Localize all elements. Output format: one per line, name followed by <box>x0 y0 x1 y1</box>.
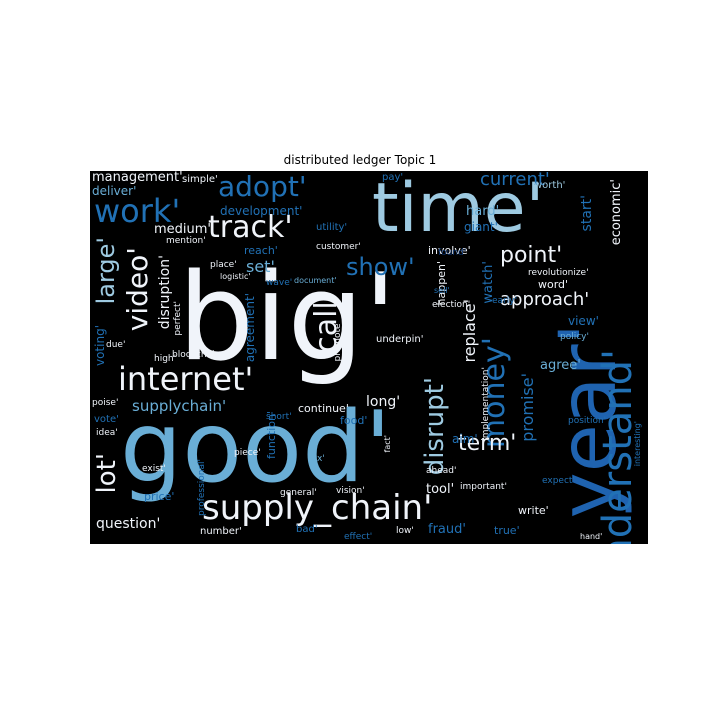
word-bad: bad' <box>296 524 318 535</box>
word-replace: replace' <box>460 299 479 363</box>
word-write: write' <box>518 504 549 517</box>
word-supply-chain: supply_chain' <box>202 488 433 528</box>
word-blockchainpic: blockchainpic' <box>172 350 236 360</box>
word-good: good' <box>120 391 392 505</box>
word-expect: expect' <box>542 476 575 486</box>
word-internet: internet' <box>118 360 254 398</box>
word-economic: economic' <box>609 179 624 246</box>
word-vision: vision' <box>336 486 365 496</box>
word-deliver: deliver' <box>92 184 137 198</box>
word-ahead: ahead' <box>426 466 457 476</box>
word-election: election' <box>432 300 471 310</box>
word-giant: giant' <box>464 220 498 234</box>
word-medium: medium' <box>154 222 212 237</box>
word-position: position' <box>568 416 607 426</box>
word-current: current' <box>480 171 550 190</box>
word-approach: approach' <box>500 289 590 310</box>
word-true: true' <box>494 524 520 537</box>
word-tool: tool' <box>426 482 455 497</box>
word-worth: worth' <box>534 180 566 191</box>
word-agreement: agreement' <box>243 293 257 363</box>
word-important: important' <box>460 482 507 492</box>
word-high: high' <box>154 354 177 364</box>
word-function: function' <box>265 411 278 459</box>
word-term: term' <box>458 431 517 456</box>
word-short: short' <box>266 412 292 422</box>
word-effect: effect' <box>344 532 373 542</box>
word-development: development' <box>220 204 303 218</box>
word-piece: piece' <box>234 448 261 458</box>
word-adopt: adopt' <box>218 171 307 203</box>
word-policy: policy' <box>560 332 589 342</box>
word-happen: happen' <box>435 261 448 306</box>
word-logistic: logistic' <box>220 272 251 281</box>
word-promote: promote' <box>333 321 343 362</box>
word-understand: understand' <box>595 349 641 544</box>
word-price: price' <box>144 490 175 503</box>
word-disruption: disruption' <box>157 255 173 330</box>
word-time: time' <box>372 171 545 248</box>
word-due: due' <box>106 340 126 350</box>
word-supplychain: supplychain' <box>132 397 227 415</box>
word-document: document' <box>294 276 337 285</box>
word-vote: vote' <box>94 414 119 425</box>
word-video: video' <box>121 247 154 332</box>
word-fact: fact' <box>383 435 392 453</box>
word-revolutionize: revolutionize' <box>528 268 589 278</box>
word-perfect: perfect' <box>173 301 183 336</box>
word-aim: aim' <box>452 432 478 446</box>
word-start: start' <box>579 195 595 232</box>
word-word: word' <box>538 278 569 291</box>
word-reach: reach' <box>244 244 278 257</box>
figure-title: distributed ledger Topic 1 <box>283 153 437 167</box>
word-disrupt: disrupt' <box>420 377 450 476</box>
word-tax: tax' <box>308 454 325 464</box>
word-point: point' <box>500 243 563 268</box>
word-management: management' <box>92 171 183 185</box>
word-big: big' <box>178 249 397 388</box>
word-promise: promise' <box>518 373 537 442</box>
word-general: general' <box>280 488 317 498</box>
word-professional: professional' <box>197 459 207 517</box>
word-question: question' <box>96 516 161 532</box>
word-track: track' <box>208 210 293 245</box>
word-large: large' <box>92 237 120 305</box>
word-agree: agree' <box>540 358 581 373</box>
word-sell: sell' <box>434 286 450 295</box>
word-lot: lot' <box>92 453 122 494</box>
word-long: long' <box>366 394 401 410</box>
word-show: show' <box>346 253 415 281</box>
word-mention: mention' <box>166 236 206 246</box>
word-hand: hand' <box>580 532 603 541</box>
word-number: number' <box>200 526 242 537</box>
word-simple: simple' <box>182 174 218 185</box>
word-voting: voting' <box>93 325 107 367</box>
word-poise: poise' <box>92 398 119 408</box>
word-exist: exist' <box>142 464 166 474</box>
word-fraud: fraud' <box>428 522 466 537</box>
word-interesting: interesting' <box>633 421 642 467</box>
word-cloud: big' good' time' year' supply_chain' int… <box>90 171 648 544</box>
word-found: found' <box>438 248 467 258</box>
word-place: place' <box>210 260 237 270</box>
word-view: view' <box>568 314 599 328</box>
word-wave: wave' <box>266 278 293 288</box>
word-food: food' <box>340 414 368 427</box>
word-set: set' <box>246 257 275 276</box>
word-underpin: underpin' <box>376 334 424 345</box>
word-continue: continue' <box>298 402 349 415</box>
word-customer: customer' <box>316 242 361 252</box>
word-work: work' <box>94 192 181 230</box>
word-utility: utility' <box>316 222 348 233</box>
word-involve: involve' <box>428 244 471 257</box>
word-love: love' <box>312 376 334 386</box>
word-pay: pay' <box>382 172 404 183</box>
word-implementation: implementation' <box>481 367 491 441</box>
word-hard: hard' <box>466 204 500 219</box>
word-low: low' <box>396 526 414 536</box>
word-early: early' <box>492 296 518 306</box>
word-idea: idea' <box>96 428 118 438</box>
